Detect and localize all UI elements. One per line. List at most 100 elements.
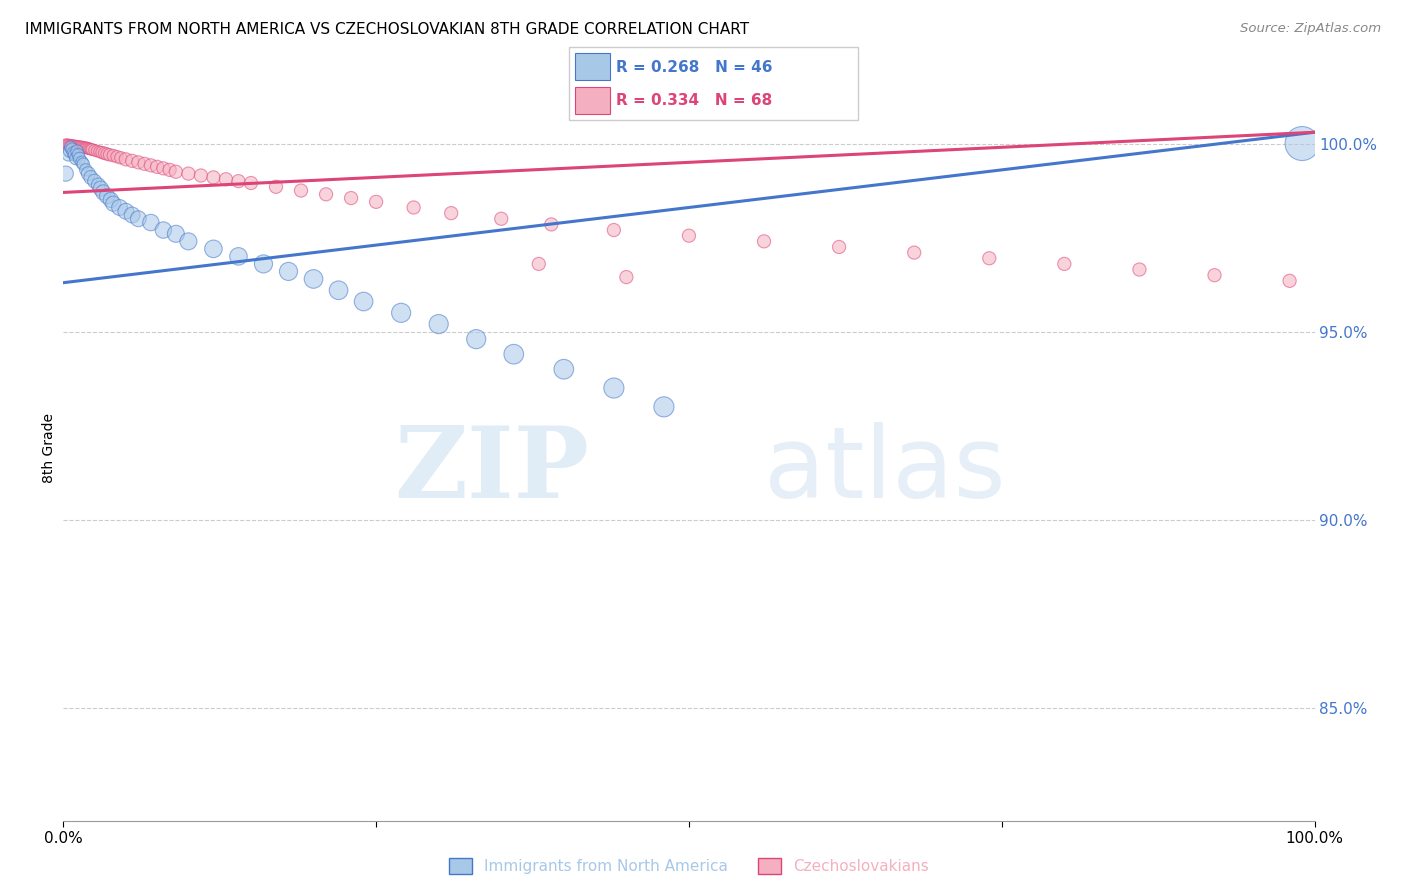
Point bbox=[402, 201, 425, 215]
Point bbox=[1128, 262, 1150, 277]
Point bbox=[103, 196, 125, 211]
Point bbox=[366, 194, 388, 209]
Point bbox=[91, 145, 114, 160]
Point bbox=[121, 153, 143, 168]
Point bbox=[96, 147, 118, 161]
Text: Source: ZipAtlas.com: Source: ZipAtlas.com bbox=[1240, 22, 1381, 36]
Point bbox=[76, 141, 98, 155]
Point bbox=[1291, 136, 1313, 151]
Point bbox=[100, 193, 122, 207]
Point bbox=[83, 174, 105, 188]
Point bbox=[55, 137, 77, 152]
Point bbox=[121, 208, 143, 222]
Point bbox=[87, 178, 110, 192]
Text: R = 0.268   N = 46: R = 0.268 N = 46 bbox=[616, 60, 772, 75]
Point bbox=[202, 242, 225, 256]
Point bbox=[58, 144, 80, 158]
Point bbox=[491, 211, 513, 226]
Point bbox=[190, 169, 212, 183]
Point bbox=[108, 201, 131, 215]
Point bbox=[139, 158, 162, 172]
Point bbox=[65, 152, 87, 166]
Point bbox=[603, 381, 626, 395]
Point bbox=[80, 143, 103, 157]
Legend: Immigrants from North America, Czechoslovakians: Immigrants from North America, Czechoslo… bbox=[443, 852, 935, 880]
Point bbox=[115, 153, 138, 167]
Point bbox=[98, 148, 121, 162]
Point bbox=[678, 228, 700, 243]
Point bbox=[328, 283, 350, 297]
Point bbox=[603, 223, 626, 237]
Point bbox=[103, 148, 125, 162]
Point bbox=[427, 317, 450, 331]
Point bbox=[67, 148, 90, 162]
Point bbox=[134, 157, 156, 171]
Point bbox=[90, 182, 112, 196]
Point bbox=[127, 155, 149, 169]
Point bbox=[979, 252, 1001, 266]
Point bbox=[69, 139, 91, 153]
Point bbox=[75, 162, 97, 177]
FancyBboxPatch shape bbox=[575, 54, 610, 80]
FancyBboxPatch shape bbox=[575, 87, 610, 114]
Point bbox=[115, 204, 138, 219]
Point bbox=[62, 138, 84, 153]
FancyBboxPatch shape bbox=[569, 47, 858, 120]
Point bbox=[389, 306, 412, 320]
Point bbox=[70, 139, 93, 153]
Point bbox=[315, 187, 337, 202]
Point bbox=[215, 172, 238, 186]
Point bbox=[502, 347, 524, 361]
Text: R = 0.334   N = 68: R = 0.334 N = 68 bbox=[616, 93, 772, 108]
Point bbox=[86, 144, 108, 158]
Point bbox=[96, 189, 118, 203]
Point bbox=[110, 151, 132, 165]
Point bbox=[165, 227, 187, 241]
Point bbox=[67, 139, 90, 153]
Point bbox=[177, 235, 200, 249]
Point bbox=[58, 137, 80, 152]
Point bbox=[55, 167, 77, 181]
Text: IMMIGRANTS FROM NORTH AMERICA VS CZECHOSLOVAKIAN 8TH GRADE CORRELATION CHART: IMMIGRANTS FROM NORTH AMERICA VS CZECHOS… bbox=[25, 22, 749, 37]
Point bbox=[465, 332, 488, 346]
Point bbox=[228, 174, 250, 188]
Point bbox=[83, 144, 105, 158]
Point bbox=[277, 264, 299, 278]
Y-axis label: 8th Grade: 8th Grade bbox=[42, 413, 56, 483]
Point bbox=[828, 240, 851, 254]
Point bbox=[1204, 268, 1226, 283]
Point bbox=[177, 167, 200, 181]
Point bbox=[252, 257, 274, 271]
Point bbox=[903, 245, 925, 260]
Point bbox=[127, 211, 149, 226]
Point bbox=[146, 160, 169, 174]
Point bbox=[553, 362, 575, 376]
Point bbox=[75, 141, 97, 155]
Text: ZIP: ZIP bbox=[394, 422, 589, 519]
Point bbox=[69, 139, 91, 153]
Point bbox=[139, 215, 162, 229]
Point bbox=[165, 165, 187, 179]
Point bbox=[62, 145, 84, 160]
Point bbox=[302, 272, 325, 286]
Point bbox=[527, 257, 550, 271]
Point bbox=[1278, 274, 1301, 288]
Point bbox=[159, 162, 181, 177]
Point bbox=[202, 170, 225, 185]
Point bbox=[70, 155, 93, 169]
Point bbox=[59, 140, 82, 154]
Point bbox=[652, 400, 675, 414]
Point bbox=[239, 176, 263, 190]
Point bbox=[56, 137, 79, 152]
Point bbox=[77, 167, 100, 181]
Point bbox=[73, 140, 96, 154]
Point bbox=[66, 144, 89, 158]
Point bbox=[89, 145, 111, 159]
Point bbox=[80, 170, 103, 185]
Point bbox=[340, 191, 363, 205]
Point bbox=[60, 142, 83, 156]
Point bbox=[264, 179, 287, 194]
Point bbox=[152, 161, 174, 176]
Point bbox=[60, 138, 83, 153]
Point bbox=[353, 294, 375, 309]
